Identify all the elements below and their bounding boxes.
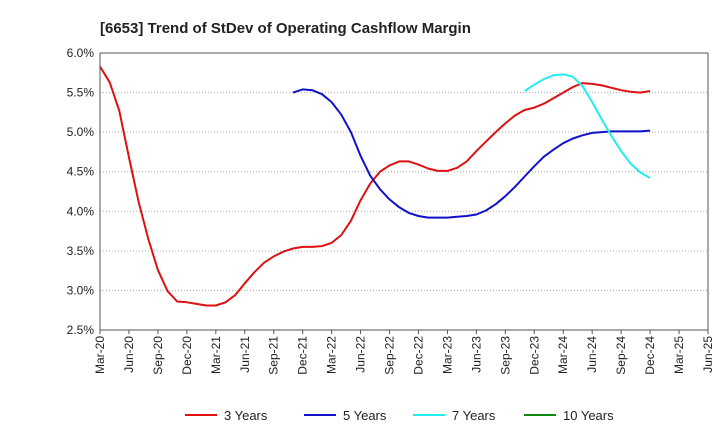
x-tick-label: Jun-20 xyxy=(122,336,136,373)
legend-label: 10 Years xyxy=(563,408,614,423)
y-tick-label: 4.0% xyxy=(67,204,95,218)
x-tick-label: Sep-23 xyxy=(498,336,512,375)
x-tick-label: Dec-22 xyxy=(411,336,425,375)
y-axis-ticks: 2.5% 3.0% 3.5% 4.0% 4.5% 5.0% 5.5% 6.0% xyxy=(67,46,95,337)
x-tick-label: Jun-25 xyxy=(701,336,715,373)
x-tick-label: Dec-20 xyxy=(180,336,194,375)
x-tick-label: Mar-22 xyxy=(325,336,339,374)
x-tick-label: Mar-23 xyxy=(440,336,454,374)
series-line-7-years xyxy=(524,73,651,179)
x-tick-label: Sep-20 xyxy=(151,336,165,375)
y-tick-label: 3.5% xyxy=(67,244,95,258)
x-tick-label: Sep-24 xyxy=(614,336,628,375)
x-tick-label: Dec-23 xyxy=(527,336,541,375)
x-tick-label: Mar-21 xyxy=(209,336,223,374)
y-tick-label: 2.5% xyxy=(67,323,95,337)
y-tick-label: 5.5% xyxy=(67,86,95,100)
legend: 3 Years 5 Years 7 Years 10 Years xyxy=(185,408,614,423)
series-line-3-years xyxy=(99,65,651,307)
legend-label: 7 Years xyxy=(452,408,496,423)
plot-area-frame xyxy=(99,52,709,331)
x-tick-label: Jun-23 xyxy=(469,336,483,373)
series-lines xyxy=(99,65,651,307)
x-tick-label: Mar-25 xyxy=(672,336,686,374)
legend-label: 5 Years xyxy=(343,408,387,423)
x-tick-label: Sep-21 xyxy=(267,336,281,375)
x-axis-ticks: Mar-20 Jun-20 Sep-20 Dec-20 Mar-21 Jun-21 Sep-… xyxy=(93,330,715,375)
y-tick-label: 3.0% xyxy=(67,283,95,297)
series-line-5-years xyxy=(292,88,651,219)
x-tick-label: Mar-20 xyxy=(93,336,107,374)
x-tick-label: Jun-22 xyxy=(354,336,368,373)
chart-title: [6653] Trend of StDev of Operating Cashf… xyxy=(100,20,471,37)
x-tick-label: Jun-24 xyxy=(585,336,599,373)
y-tick-label: 6.0% xyxy=(67,46,95,60)
gridlines xyxy=(100,92,708,291)
x-tick-label: Dec-24 xyxy=(643,336,657,375)
y-tick-label: 4.5% xyxy=(67,165,95,179)
legend-label: 3 Years xyxy=(224,408,268,423)
x-tick-label: Jun-21 xyxy=(238,336,252,373)
y-tick-label: 5.0% xyxy=(67,125,95,139)
x-tick-label: Dec-21 xyxy=(296,336,310,375)
x-tick-label: Sep-22 xyxy=(383,336,397,375)
x-tick-label: Mar-24 xyxy=(556,336,570,374)
